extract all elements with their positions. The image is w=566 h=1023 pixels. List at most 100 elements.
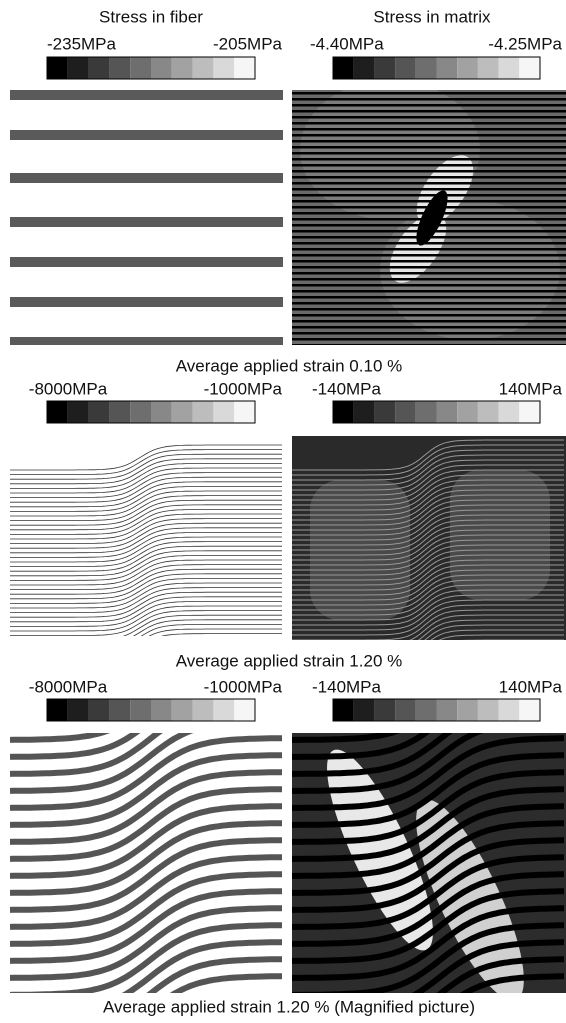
scale-min-label: -140MPa (312, 677, 382, 696)
fiber-line (10, 514, 282, 539)
scale-max-label: -4.25MPa (488, 34, 562, 53)
scale-min-label: -235MPa (47, 34, 117, 53)
colorbar-cell (395, 57, 416, 79)
colorbar-cell (193, 57, 214, 79)
matrix-line (292, 146, 566, 149)
colorbar-cell (416, 401, 437, 423)
caption: Average applied strain 0.10 % (176, 356, 403, 375)
fiber-line (10, 523, 282, 548)
colorbar-cell (89, 699, 110, 721)
fiber-line (10, 565, 282, 590)
colorbar (333, 57, 540, 79)
fiber-line (10, 477, 282, 502)
colorbar-cell (374, 57, 395, 79)
matrix-line (292, 92, 566, 95)
matrix-line (292, 236, 566, 239)
fiber-strip (10, 337, 283, 347)
fiber-plot (10, 90, 283, 347)
colorbar-cell (457, 699, 478, 721)
colorbar-cell (109, 401, 130, 423)
fiber-line (10, 528, 282, 553)
fiber-line (10, 532, 282, 557)
fiber-line (10, 620, 282, 645)
fiber-line (10, 537, 282, 562)
colorbar-cell (47, 57, 68, 79)
scale-min-label: -8000MPa (29, 379, 108, 398)
fiber-line (10, 592, 282, 617)
colorbar-cell (89, 57, 110, 79)
colorbar-cell (478, 699, 499, 721)
scale-max-label: -205MPa (213, 34, 283, 53)
matrix-line (292, 290, 566, 293)
matrix-plot (292, 436, 566, 685)
fiber-line (10, 546, 282, 571)
matrix-line (292, 164, 566, 167)
fiber-plot (10, 445, 282, 659)
caption: Average applied strain 1.20 % (Magnified… (103, 997, 475, 1016)
fiber-line (10, 459, 282, 484)
colorbar-cell (234, 699, 255, 721)
colorbar-cell (213, 401, 234, 423)
colorbar-cell (519, 401, 540, 423)
colorbar-cell (354, 699, 375, 721)
fiber-line (10, 574, 282, 599)
colorbar (47, 57, 255, 79)
fiber-line (10, 519, 282, 544)
matrix-line (292, 224, 566, 227)
fiber-line (10, 454, 282, 479)
colorbar-cell (478, 57, 499, 79)
matrix-line (292, 104, 566, 107)
matrix-line (292, 344, 566, 347)
matrix-line (292, 284, 566, 287)
fiber-line (10, 482, 282, 507)
matrix-plot (292, 80, 566, 347)
fiber-line (10, 624, 282, 649)
colorbar-cell (234, 401, 255, 423)
colorbar-cell (478, 401, 499, 423)
colorbar (333, 401, 540, 423)
colorbar-cell (109, 699, 130, 721)
fiber-line (10, 473, 282, 498)
scale-max-label: -1000MPa (204, 379, 283, 398)
colorbar-cell (457, 401, 478, 423)
matrix-line (292, 260, 566, 263)
page: Stress in fiber Stress in matrix -235MPa… (0, 0, 566, 1023)
matrix-line (292, 140, 566, 143)
colorbar-cell (395, 401, 416, 423)
fiber-line (10, 450, 282, 475)
matrix-line (292, 302, 566, 305)
colorbar-cell (172, 57, 193, 79)
scale-max-label: 140MPa (499, 677, 563, 696)
fiber-line (10, 615, 282, 640)
matrix-line (292, 326, 566, 329)
matrix-line (292, 152, 566, 155)
colorbar-cell (151, 57, 172, 79)
colorbar-cell (68, 699, 89, 721)
fiber-line (10, 629, 282, 654)
fiber-line (10, 578, 282, 603)
matrix-line (292, 266, 566, 269)
matrix-line (292, 278, 566, 281)
fiber-line (10, 560, 282, 585)
colorbar-cell (499, 699, 520, 721)
matrix-line (292, 194, 566, 197)
matrix-line (292, 170, 566, 173)
colorbar-cell (172, 699, 193, 721)
fiber-line (10, 486, 282, 511)
colorbar-cell (109, 57, 130, 79)
colorbar-cell (354, 57, 375, 79)
matrix-plot (292, 670, 566, 1023)
fiber-strip (10, 130, 283, 140)
matrix-line (292, 242, 566, 245)
fiber-strip (10, 257, 283, 267)
scale-max-label: 140MPa (499, 379, 563, 398)
matrix-line (292, 218, 566, 221)
colorbar-cell (151, 699, 172, 721)
colorbar-cell (416, 699, 437, 721)
matrix-line (292, 254, 566, 257)
colorbar-cell (395, 699, 416, 721)
colorbar-cell (213, 57, 234, 79)
matrix-line (292, 206, 566, 209)
matrix-line (292, 314, 566, 317)
colorbar-cell (234, 57, 255, 79)
